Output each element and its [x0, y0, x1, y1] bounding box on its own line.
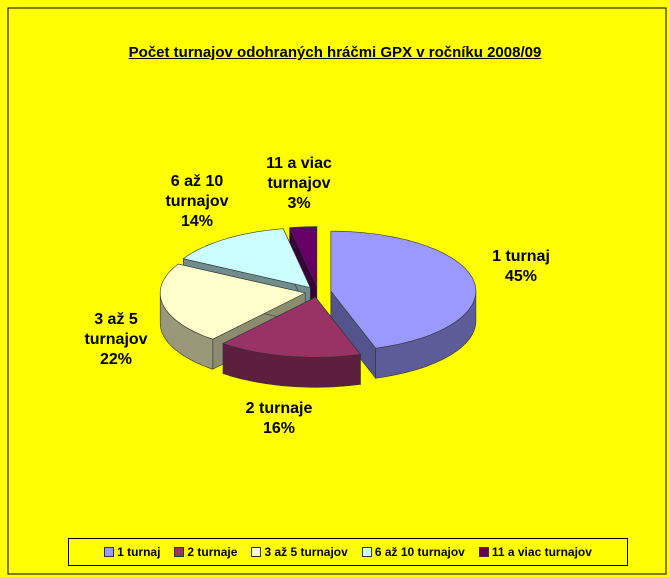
data-label: 6 až 10 turnajov 14% — [152, 172, 242, 232]
slice — [289, 226, 318, 287]
slice — [330, 230, 477, 349]
label-value: 45% — [504, 268, 538, 285]
slice — [182, 228, 311, 289]
legend-item: 6 až 10 turnajov — [361, 545, 465, 559]
legend-swatch — [104, 547, 115, 557]
legend-item: 11 a viac turnajov — [478, 545, 592, 559]
legend-label: 1 turnaj — [117, 545, 161, 559]
legend-swatch — [478, 547, 489, 557]
label-category: 2 turnaje — [245, 400, 313, 417]
label-category: 1 turnaj — [492, 248, 550, 265]
slice — [159, 263, 307, 340]
legend-label: 2 turnaje — [187, 545, 238, 559]
slice — [222, 296, 361, 358]
frame — [7, 7, 667, 575]
data-label: 2 turnaje 16% — [234, 399, 324, 439]
label-value: 22% — [99, 351, 133, 368]
legend: 1 turnaj 2 turnaje 3 až 5 turnajov 6 až 10 … — [68, 538, 628, 566]
label-value: 3% — [287, 195, 311, 212]
legend-item: 3 až 5 turnajov — [251, 545, 348, 559]
label-category: 3 až 5 turnajov — [84, 311, 148, 348]
chart-title: Počet turnajov odohraných hráčmi GPX v r… — [128, 44, 542, 61]
legend-label: 11 a viac turnajov — [491, 545, 592, 559]
label-category: 6 až 10 turnajov — [165, 173, 229, 210]
data-label: 11 a viac turnajov 3% — [254, 154, 344, 214]
legend-label: 6 až 10 turnajov — [374, 545, 465, 559]
label-value: 16% — [262, 420, 296, 437]
legend-swatch — [174, 547, 185, 557]
label-category: 11 a viac turnajov — [266, 155, 332, 192]
legend-item: 2 turnaje — [174, 545, 237, 559]
legend-swatch — [361, 547, 372, 557]
data-label: 3 až 5 turnajov 22% — [71, 310, 161, 370]
legend-item: 1 turnaj — [104, 545, 160, 559]
legend-swatch — [251, 547, 262, 557]
data-label: 1 turnaj 45% — [476, 247, 566, 287]
label-value: 14% — [180, 213, 214, 230]
legend-label: 3 až 5 turnajov — [264, 545, 348, 559]
